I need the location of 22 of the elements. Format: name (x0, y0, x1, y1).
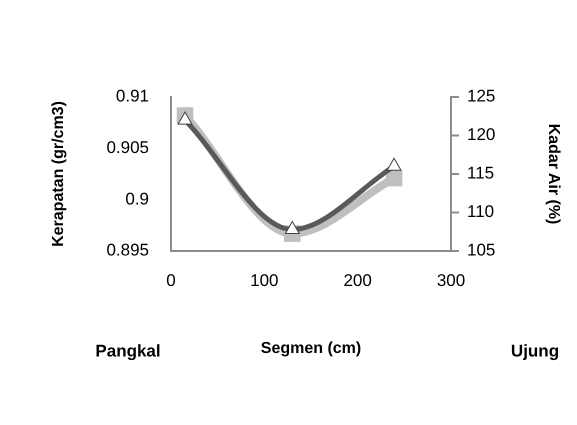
y-tick-label: 0.905 (106, 138, 149, 158)
point (386, 158, 402, 171)
point (284, 220, 300, 234)
y-tick-label: 0.9 (125, 189, 149, 208)
x-axis-title: Segmen (cm) (260, 340, 362, 357)
y2-tick-label: 120 (467, 125, 496, 144)
x-tick-label: 0 (166, 270, 176, 290)
x-tick-label: 300 (436, 270, 466, 290)
y2-tick-label: 105 (467, 240, 496, 260)
y-axis-title: Kerapatan (gr/cm3) (50, 101, 68, 247)
y-tick-label: 0.895 (106, 240, 149, 260)
y-tick-label: 0.91 (116, 86, 149, 106)
x-tick-label: 200 (343, 270, 372, 290)
point (386, 170, 402, 186)
text: Pangkal (95, 342, 161, 361)
y2-tick-label: 110 (467, 202, 494, 222)
y2-tick-label: 115 (467, 164, 494, 183)
x-tick-label: 100 (250, 270, 279, 290)
y2-tick-label: 125 (467, 86, 496, 106)
text: Ujung (510, 342, 560, 361)
point (178, 112, 192, 125)
y2-axis-title: Kadar Air (%) (544, 124, 562, 224)
